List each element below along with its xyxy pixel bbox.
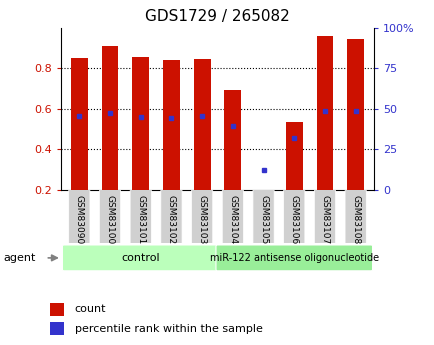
FancyBboxPatch shape (283, 189, 304, 244)
FancyBboxPatch shape (99, 189, 120, 244)
Text: GSM83106: GSM83106 (289, 195, 298, 244)
FancyBboxPatch shape (314, 189, 335, 244)
Bar (132, 57, 149, 190)
Text: GSM83101: GSM83101 (136, 195, 145, 244)
Bar (346, 39, 363, 190)
FancyBboxPatch shape (69, 189, 90, 244)
Bar (50, 303, 64, 316)
Bar (285, 122, 302, 190)
Text: agent: agent (3, 253, 36, 263)
Text: GSM83105: GSM83105 (259, 195, 267, 244)
Text: GSM83100: GSM83100 (105, 195, 114, 244)
FancyBboxPatch shape (253, 189, 273, 244)
Text: miR-122 antisense oligonucleotide: miR-122 antisense oligonucleotide (209, 253, 378, 263)
Text: GSM83090: GSM83090 (75, 195, 84, 244)
Title: GDS1729 / 265082: GDS1729 / 265082 (145, 9, 289, 24)
FancyBboxPatch shape (161, 189, 181, 244)
Bar (254, 190, 271, 209)
Text: count: count (75, 304, 106, 314)
FancyBboxPatch shape (191, 189, 212, 244)
FancyBboxPatch shape (62, 245, 219, 271)
Text: GSM83104: GSM83104 (228, 195, 237, 244)
Text: control: control (121, 253, 160, 263)
Bar (102, 46, 118, 190)
Bar (224, 90, 241, 190)
Bar (163, 60, 180, 190)
Text: GSM83103: GSM83103 (197, 195, 206, 244)
Text: percentile rank within the sample: percentile rank within the sample (75, 324, 262, 334)
Text: GSM83108: GSM83108 (350, 195, 359, 244)
Bar (193, 59, 210, 190)
FancyBboxPatch shape (344, 189, 365, 244)
Bar (50, 322, 64, 335)
Bar (71, 58, 88, 190)
Text: GSM83107: GSM83107 (320, 195, 329, 244)
Text: GSM83102: GSM83102 (167, 195, 175, 244)
FancyBboxPatch shape (215, 245, 372, 271)
Bar (316, 36, 332, 190)
FancyBboxPatch shape (222, 189, 243, 244)
FancyBboxPatch shape (130, 189, 151, 244)
